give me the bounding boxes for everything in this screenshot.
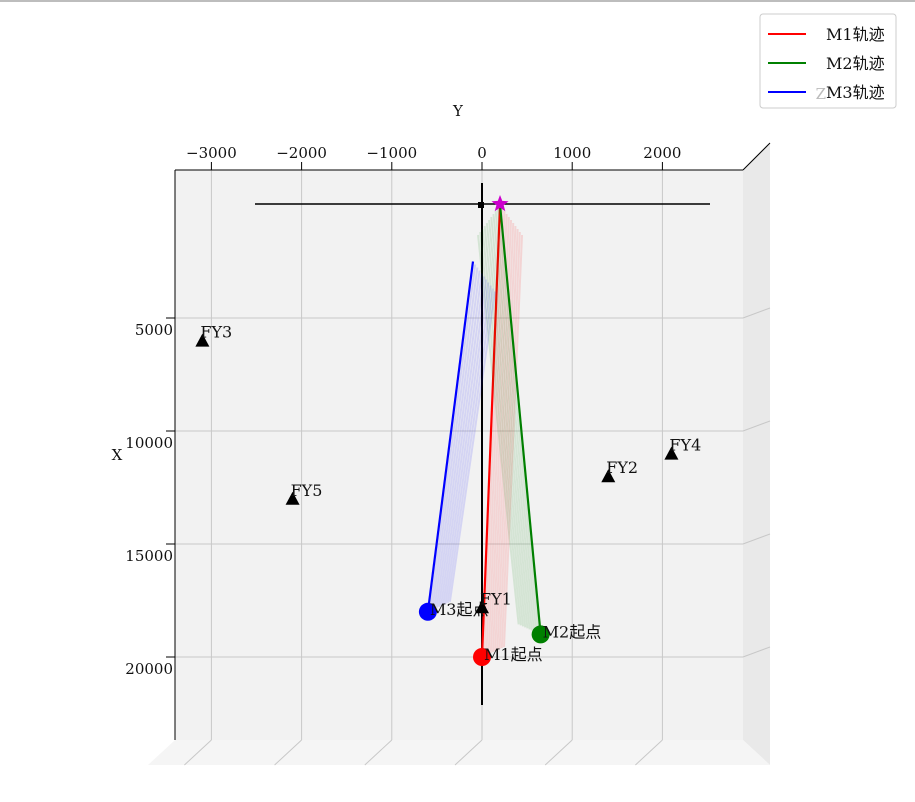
start-point <box>418 602 437 621</box>
trajectory-trail <box>485 210 506 656</box>
trajectory-trail <box>435 273 483 608</box>
trajectory-trail <box>429 264 477 611</box>
trajectory-trail <box>433 270 481 609</box>
legend-entry-label: M2轨迹 <box>826 54 885 73</box>
markers: FY1 FY2 FY3 FY4 FY5 <box>195 195 701 614</box>
legend-entry-label: M3轨迹 <box>826 83 885 102</box>
marker-triangle <box>601 469 616 483</box>
tick-label-x: 20000 <box>125 660 173 678</box>
axes <box>174 142 771 740</box>
trajectory-trail <box>481 228 525 627</box>
trajectory-trail <box>489 216 510 654</box>
legend: Z M1轨迹 M2轨迹 M3轨迹 <box>759 13 897 109</box>
gridline-floor <box>635 739 663 766</box>
target-star <box>491 195 509 212</box>
trajectory-trail <box>477 234 520 625</box>
trajectory-trail <box>431 267 479 610</box>
tick-label-x: 10000 <box>125 434 173 452</box>
marker-label: FY5 <box>291 481 323 500</box>
floor-pane <box>148 740 770 765</box>
trajectory-trail <box>498 228 519 650</box>
x-axis-label: X <box>112 446 123 464</box>
tick-label-y: −3000 <box>186 144 237 162</box>
trajectory-trail <box>485 222 529 629</box>
legend-frame <box>759 13 897 109</box>
legend-entry-label: M1轨迹 <box>826 25 885 44</box>
trajectory-trail <box>503 234 524 648</box>
tick-label-x: 15000 <box>125 547 173 565</box>
start-point-label: M3起点 <box>430 600 489 619</box>
trajectory-trail <box>448 291 496 602</box>
tick-label-y: 0 <box>477 144 487 162</box>
corner-axis-line <box>742 142 771 171</box>
trajectory-line <box>480 204 502 658</box>
tick-label-y: −2000 <box>276 144 327 162</box>
marker-triangle <box>475 600 489 614</box>
trajectory-line <box>426 261 475 612</box>
trajectory-trail <box>494 222 515 652</box>
origin-marker <box>478 202 484 208</box>
trajectory-trail <box>437 276 485 607</box>
trajectory-trail <box>492 213 536 632</box>
trajectory-trail <box>500 231 521 649</box>
gridline-side <box>742 646 771 658</box>
tick-label-y: 2000 <box>643 144 681 162</box>
figure-top-border <box>0 0 915 2</box>
gridline-floor <box>364 739 393 766</box>
marker-label: FY2 <box>606 458 638 477</box>
marker-triangle <box>195 333 210 347</box>
trajectory-trail <box>488 219 531 630</box>
trajectory-trail <box>496 207 540 634</box>
marker-triangle <box>664 446 679 460</box>
tick-label-y: −1000 <box>366 144 417 162</box>
trajectory-trail <box>444 285 492 604</box>
trajectory-trail <box>487 213 508 655</box>
trajectory-trail <box>483 207 504 657</box>
trajectory-line <box>498 204 542 635</box>
gridline-side <box>742 533 771 545</box>
trajectory-trail <box>494 210 538 633</box>
gridline-floor <box>454 739 483 766</box>
trajectory-trail <box>496 225 517 651</box>
trajectory-trail <box>479 231 522 626</box>
trajectory-trail <box>446 288 494 603</box>
y-axis-label: Y <box>452 102 464 120</box>
z-axis-label: Z <box>816 85 826 103</box>
trajectory-trail <box>490 216 533 631</box>
marker-label: FY4 <box>669 436 701 455</box>
start-point-label: M1起点 <box>484 645 543 664</box>
trajectory-trail <box>442 282 490 605</box>
gridline-floor <box>544 739 573 766</box>
marker-label: FY3 <box>200 323 232 342</box>
tick-label-y: 1000 <box>553 144 591 162</box>
trajectory-trail <box>440 279 488 606</box>
gridline-side <box>742 307 771 319</box>
ticks: −3000 −2000 −1000 0 1000 2000 5000 10000 15000 20… <box>125 144 681 678</box>
start-point-label: M2起点 <box>543 622 602 641</box>
marker-label: FY1 <box>480 589 512 608</box>
tick-label-x: 5000 <box>135 321 173 339</box>
start-point <box>473 648 491 666</box>
gridline-floor <box>184 739 212 766</box>
gridline-floor <box>274 739 302 766</box>
gridline-side <box>742 420 771 432</box>
right-pane <box>743 143 770 765</box>
trajectory-trail <box>483 225 527 628</box>
start-point <box>531 625 550 644</box>
marker-triangle <box>285 491 300 505</box>
back-pane <box>175 170 743 740</box>
